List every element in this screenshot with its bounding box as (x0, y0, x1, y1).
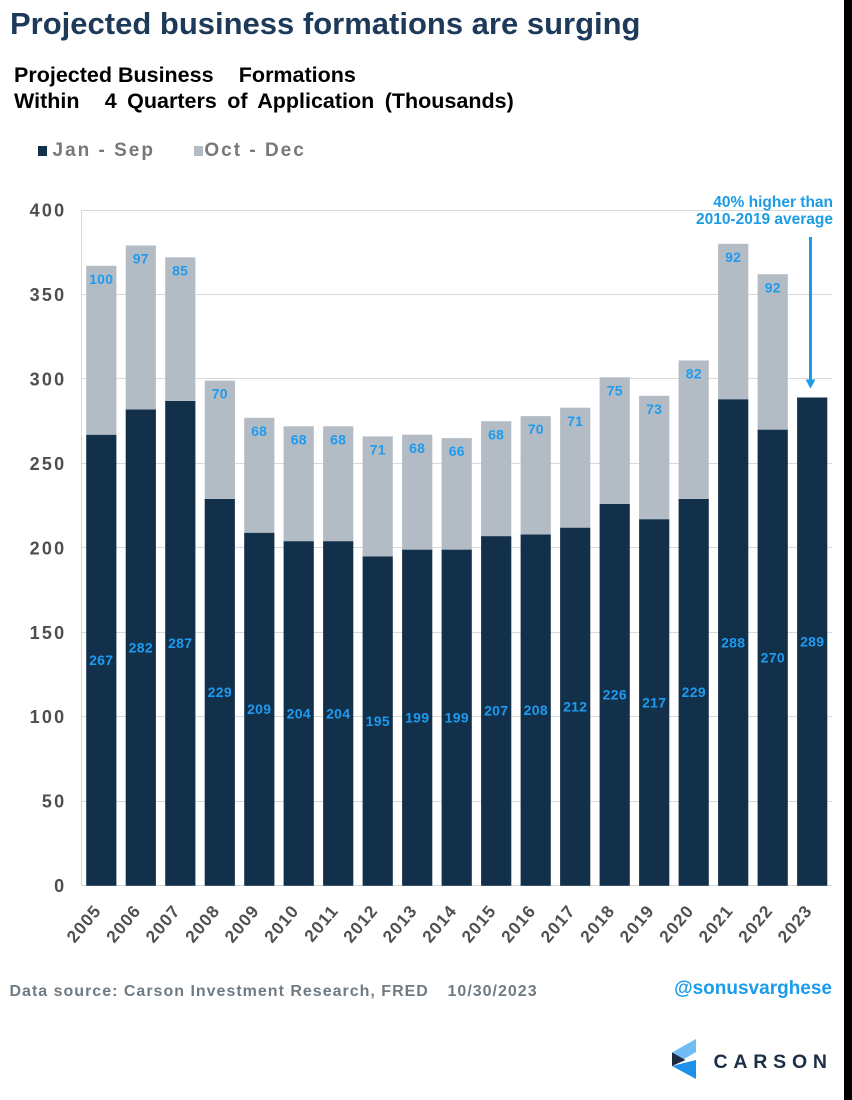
svg-text:97: 97 (133, 251, 149, 267)
svg-text:73: 73 (646, 401, 662, 417)
svg-text:92: 92 (725, 249, 741, 265)
svg-text:2007: 2007 (141, 901, 184, 947)
svg-text:70: 70 (528, 421, 544, 437)
svg-text:100: 100 (89, 271, 113, 287)
svg-text:2014: 2014 (418, 901, 461, 947)
svg-text:68: 68 (488, 426, 504, 442)
svg-text:71: 71 (567, 413, 583, 429)
svg-text:195: 195 (366, 713, 390, 729)
svg-text:150: 150 (30, 623, 67, 643)
svg-text:200: 200 (30, 538, 67, 558)
svg-text:68: 68 (251, 423, 267, 439)
svg-text:350: 350 (30, 285, 67, 305)
svg-text:288: 288 (721, 634, 745, 650)
svg-text:2017: 2017 (536, 901, 579, 947)
svg-text:2019: 2019 (615, 901, 658, 947)
svg-text:2022: 2022 (734, 901, 777, 947)
svg-text:2020: 2020 (655, 901, 698, 947)
svg-text:2023: 2023 (773, 901, 816, 947)
svg-text:71: 71 (370, 442, 386, 458)
svg-text:2005: 2005 (62, 901, 105, 947)
svg-text:2021: 2021 (694, 901, 737, 947)
svg-text:2010: 2010 (260, 901, 303, 947)
svg-text:267: 267 (89, 652, 113, 668)
svg-text:2013: 2013 (378, 901, 421, 947)
svg-text:289: 289 (800, 634, 824, 650)
svg-text:2015: 2015 (457, 901, 500, 947)
svg-text:229: 229 (208, 684, 232, 700)
svg-text:204: 204 (326, 705, 350, 721)
svg-text:270: 270 (761, 650, 785, 666)
svg-text:2009: 2009 (220, 901, 263, 947)
svg-text:209: 209 (247, 701, 271, 717)
svg-text:2016: 2016 (497, 901, 540, 947)
svg-text:226: 226 (603, 687, 627, 703)
svg-text:229: 229 (682, 684, 706, 700)
svg-text:75: 75 (607, 382, 623, 398)
svg-text:2012: 2012 (339, 901, 382, 947)
svg-text:66: 66 (449, 443, 465, 459)
svg-text:2011: 2011 (300, 901, 342, 946)
svg-text:212: 212 (563, 699, 587, 715)
svg-text:282: 282 (129, 639, 153, 655)
svg-text:208: 208 (524, 702, 548, 718)
svg-text:68: 68 (330, 431, 346, 447)
svg-text:85: 85 (172, 262, 188, 278)
svg-text:199: 199 (405, 710, 429, 726)
svg-text:204: 204 (287, 705, 311, 721)
svg-text:70: 70 (212, 386, 228, 402)
svg-text:0: 0 (54, 876, 66, 896)
svg-text:68: 68 (291, 431, 307, 447)
svg-text:2006: 2006 (102, 901, 145, 947)
svg-text:217: 217 (642, 694, 666, 710)
svg-text:2008: 2008 (181, 901, 224, 947)
svg-text:300: 300 (30, 369, 67, 389)
svg-text:2018: 2018 (576, 901, 619, 947)
svg-text:400: 400 (30, 200, 67, 220)
svg-text:207: 207 (484, 703, 508, 719)
svg-text:82: 82 (686, 366, 702, 382)
svg-text:100: 100 (30, 707, 67, 727)
svg-text:250: 250 (30, 454, 67, 474)
svg-text:287: 287 (168, 635, 192, 651)
svg-text:199: 199 (445, 710, 469, 726)
svg-text:50: 50 (42, 792, 66, 812)
svg-text:92: 92 (765, 279, 781, 295)
svg-text:68: 68 (409, 440, 425, 456)
